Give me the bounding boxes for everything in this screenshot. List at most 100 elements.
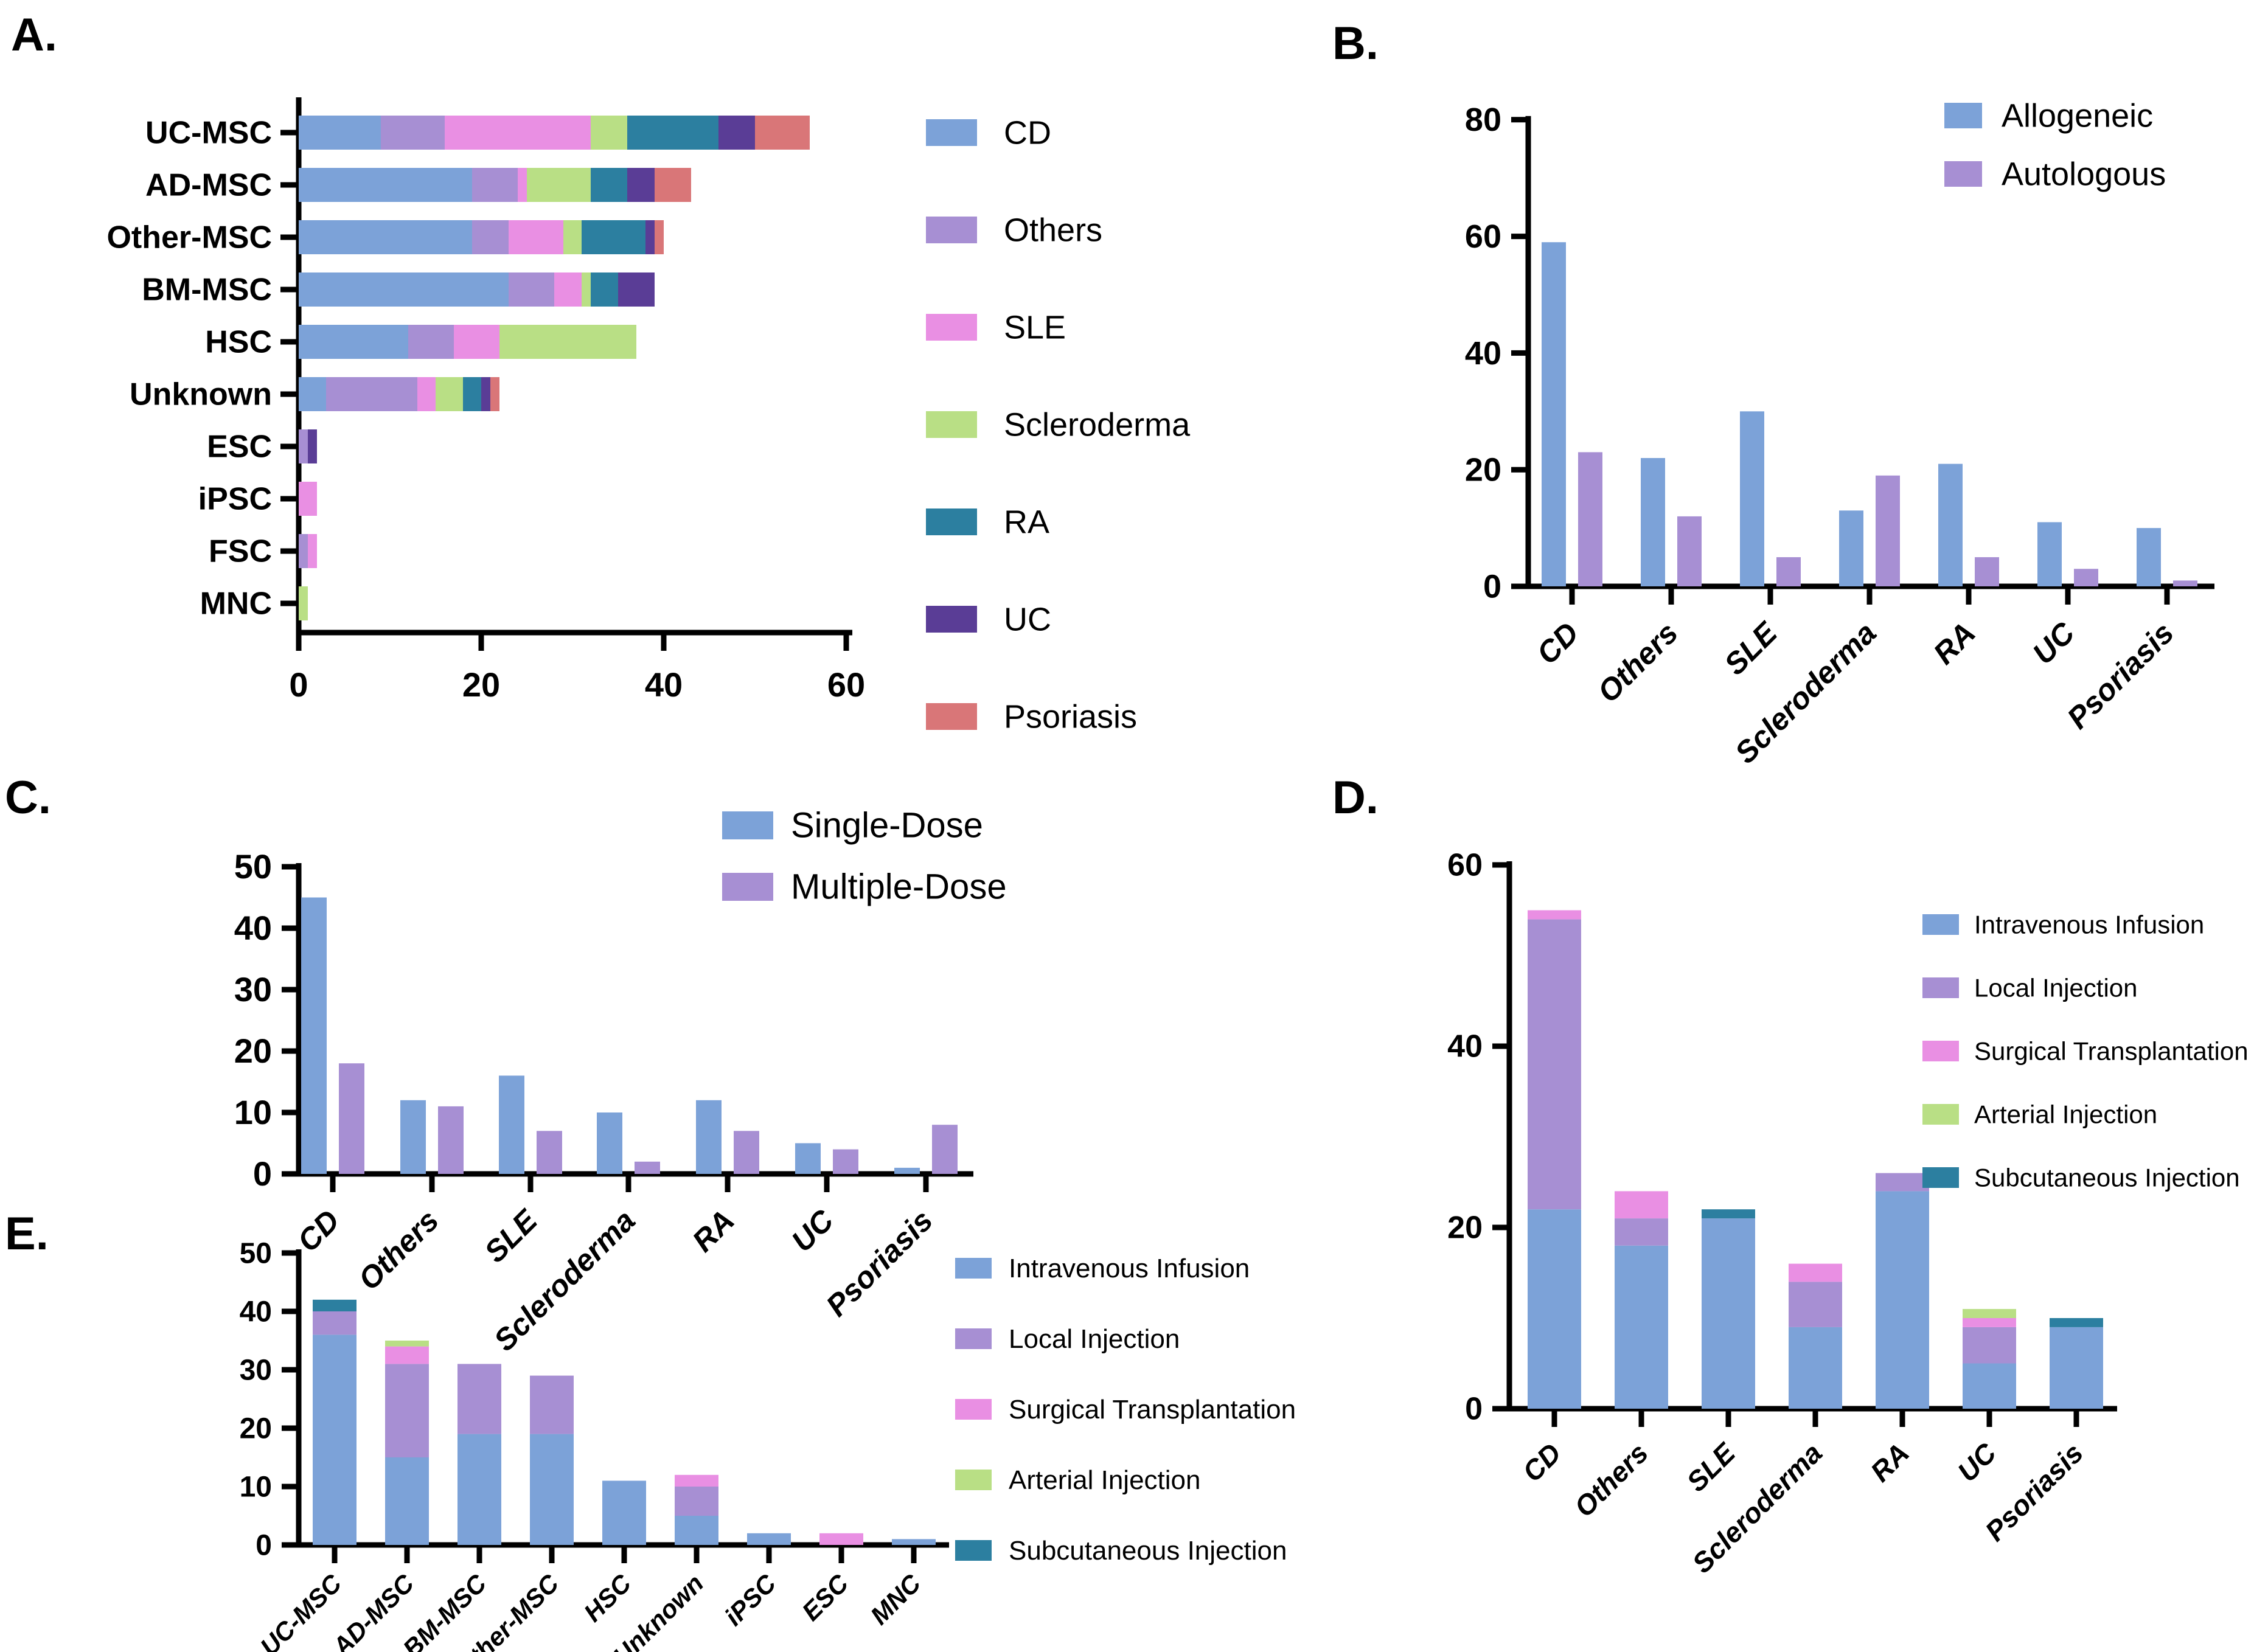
bar bbox=[833, 1149, 858, 1174]
bar-segment bbox=[308, 429, 317, 463]
category-label: RA bbox=[1864, 1437, 1915, 1488]
bar bbox=[2037, 522, 2062, 586]
legend-label: RA bbox=[1004, 504, 1049, 540]
bar-segment bbox=[299, 534, 308, 568]
bar bbox=[1839, 510, 1863, 586]
legend-label: Others bbox=[1004, 212, 1102, 248]
bar-segment bbox=[385, 1457, 429, 1545]
category-label: SLE bbox=[1680, 1436, 1742, 1498]
bar-segment bbox=[1615, 1245, 1668, 1409]
bar bbox=[795, 1143, 821, 1174]
bar bbox=[301, 897, 327, 1174]
bar bbox=[894, 1167, 920, 1174]
bar-segment bbox=[530, 1375, 574, 1434]
y-tick-label: 40 bbox=[1465, 335, 1501, 372]
bar bbox=[1975, 557, 1999, 586]
legend-swatch bbox=[926, 411, 977, 438]
bar-segment bbox=[675, 1474, 718, 1487]
bar-segment bbox=[655, 168, 691, 202]
legend-swatch bbox=[1922, 977, 1959, 998]
bar-segment bbox=[385, 1341, 429, 1347]
bar-segment bbox=[627, 116, 718, 150]
legend-label: UC bbox=[1004, 601, 1051, 637]
category-label: ESC bbox=[207, 429, 272, 465]
bar-segment bbox=[1789, 1327, 1842, 1409]
legend-swatch bbox=[1922, 1167, 1959, 1188]
panel-label-b: B. bbox=[1332, 18, 1379, 69]
x-tick-label: 40 bbox=[645, 665, 683, 704]
bar-segment bbox=[1876, 1191, 1929, 1409]
x-tick-label: 20 bbox=[462, 665, 500, 704]
bar-segment bbox=[454, 325, 499, 359]
bar-segment bbox=[509, 220, 563, 254]
y-tick-label: 80 bbox=[1465, 102, 1501, 138]
bar-segment bbox=[1963, 1318, 2016, 1327]
y-tick-label: 50 bbox=[234, 847, 272, 886]
panel-label-e: E. bbox=[5, 1208, 49, 1260]
bar bbox=[932, 1125, 958, 1174]
category-label: RA bbox=[686, 1203, 741, 1258]
bar-segment bbox=[457, 1434, 501, 1545]
legend-label: Subcutaneous Injection bbox=[1974, 1163, 2240, 1192]
legend-swatch bbox=[1944, 161, 1982, 187]
category-label: Other-MSC bbox=[106, 220, 272, 255]
category-label: CD bbox=[1516, 1437, 1567, 1488]
bar-segment bbox=[472, 168, 518, 202]
bar-segment bbox=[457, 1364, 501, 1434]
category-label: HSC bbox=[205, 325, 272, 360]
bar-segment bbox=[299, 168, 472, 202]
legend-swatch bbox=[955, 1470, 992, 1490]
bar-segment bbox=[2050, 1318, 2103, 1327]
bar-segment bbox=[1876, 1173, 1929, 1192]
bar bbox=[2137, 528, 2161, 586]
bar-segment bbox=[299, 377, 326, 411]
bar-segment bbox=[582, 220, 645, 254]
bar-segment bbox=[299, 325, 408, 359]
legend-swatch bbox=[926, 119, 977, 146]
bar-segment bbox=[385, 1364, 429, 1457]
bar-segment bbox=[385, 1346, 429, 1364]
bar-segment bbox=[308, 534, 317, 568]
category-label: Others bbox=[1568, 1437, 1654, 1523]
panel-label-d: D. bbox=[1332, 772, 1379, 824]
panel-label-a: A. bbox=[11, 9, 57, 61]
legend-swatch bbox=[955, 1258, 992, 1279]
y-tick-label: 30 bbox=[240, 1354, 272, 1386]
bar-segment bbox=[602, 1480, 646, 1545]
category-label: CD bbox=[1530, 616, 1585, 671]
bar bbox=[438, 1106, 464, 1174]
y-tick-label: 20 bbox=[240, 1412, 272, 1445]
legend-label: SLE bbox=[1004, 309, 1066, 345]
bar-segment bbox=[675, 1516, 718, 1545]
bar-segment bbox=[299, 116, 381, 150]
category-label: Others bbox=[1591, 616, 1685, 709]
legend-swatch bbox=[955, 1540, 992, 1561]
legend-swatch bbox=[926, 508, 977, 535]
category-label: FSC bbox=[209, 534, 272, 569]
bar-segment bbox=[747, 1533, 791, 1545]
category-label: MNC bbox=[200, 586, 272, 622]
bar bbox=[1542, 242, 1566, 586]
bar-segment bbox=[313, 1311, 357, 1335]
y-tick-label: 40 bbox=[1447, 1029, 1483, 1064]
legend-label: Local Injection bbox=[1974, 973, 2138, 1002]
bar bbox=[597, 1112, 622, 1174]
bar bbox=[696, 1100, 722, 1174]
legend-swatch bbox=[1922, 1104, 1959, 1125]
y-tick-label: 20 bbox=[234, 1032, 272, 1070]
y-tick-label: 60 bbox=[1447, 848, 1483, 883]
bar-segment bbox=[591, 116, 627, 150]
category-label: iPSC bbox=[198, 482, 272, 517]
bar-segment bbox=[326, 377, 417, 411]
category-label: UC bbox=[785, 1203, 840, 1258]
legend-label: Single-Dose bbox=[791, 806, 983, 845]
bar-segment bbox=[313, 1334, 357, 1545]
legend-label: Intravenous Infusion bbox=[1009, 1254, 1250, 1283]
legend-swatch bbox=[926, 314, 977, 341]
bar-segment bbox=[591, 272, 618, 307]
bar bbox=[1740, 411, 1764, 586]
category-label: MNC bbox=[864, 1569, 926, 1630]
bar-segment bbox=[1615, 1218, 1668, 1246]
legend-swatch bbox=[1944, 103, 1982, 128]
bar bbox=[1776, 557, 1801, 586]
